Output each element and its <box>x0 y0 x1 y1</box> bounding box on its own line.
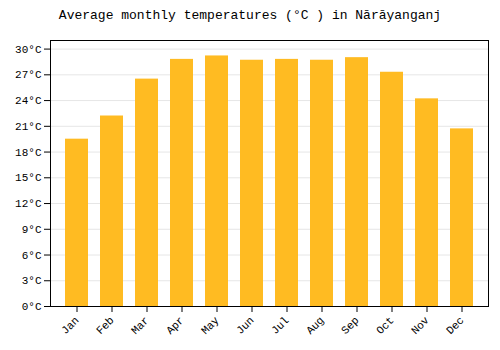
svg-text:Oct: Oct <box>374 314 396 336</box>
svg-text:30°C: 30°C <box>15 44 42 56</box>
svg-text:0°C: 0°C <box>22 301 42 313</box>
html-text:Average monthly temperatures (: Average monthly temperatures (°C ) in Nā… <box>58 8 442 23</box>
svg-text:Jun: Jun <box>234 314 256 336</box>
svg-text:6°C: 6°C <box>22 250 42 262</box>
svg-text:12°C: 12°C <box>15 198 42 210</box>
svg-text:Aug: Aug <box>304 314 326 336</box>
svg-text:Sep: Sep <box>339 314 361 336</box>
svg-text:Jul: Jul <box>269 314 291 336</box>
svg-text:Nov: Nov <box>409 314 432 337</box>
svg-text:27°C: 27°C <box>15 69 42 81</box>
svg-text:18°C: 18°C <box>15 147 42 159</box>
svg-text:15°C: 15°C <box>15 172 42 184</box>
svg-text:May: May <box>199 314 222 337</box>
svg-text:Dec: Dec <box>444 314 466 336</box>
svg-text:9°C: 9°C <box>22 224 42 236</box>
svg-text:Feb: Feb <box>94 314 116 336</box>
svg-text:Mar: Mar <box>129 314 151 336</box>
svg-text:Jan: Jan <box>59 314 81 336</box>
svg-text:21°C: 21°C <box>15 121 42 133</box>
svg-text:Apr: Apr <box>164 314 186 336</box>
svg-text:24°C: 24°C <box>15 95 42 107</box>
svg-text:3°C: 3°C <box>22 275 42 287</box>
